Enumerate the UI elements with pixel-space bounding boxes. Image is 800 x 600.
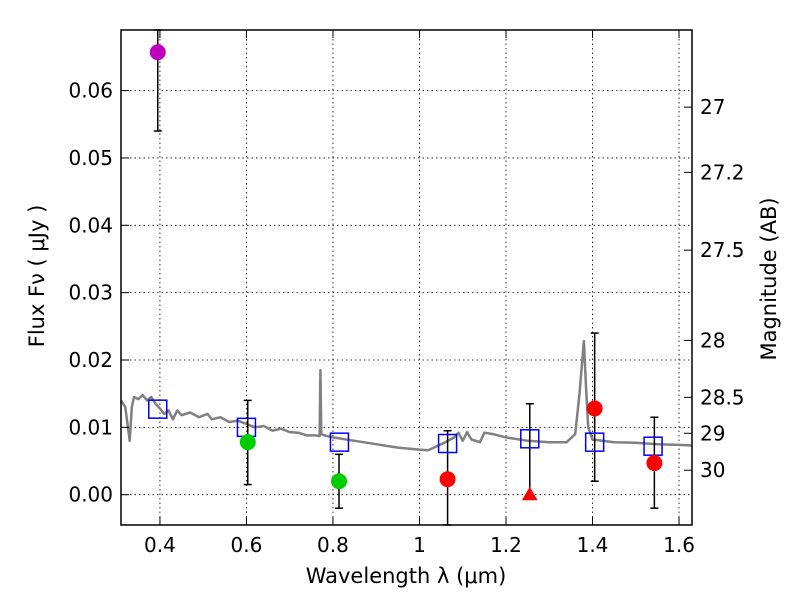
observed-flux-point [149, 44, 166, 61]
model-spectrum-line [119, 339, 693, 452]
x-axis-ticks: 0.4 0.6 0.8 1 1.2 1.4 1.6 [144, 30, 695, 557]
y-tick-label: 0.03 [68, 281, 113, 305]
model-spectrum-layer [119, 339, 693, 452]
y2-tick-label: 27.5 [700, 238, 745, 262]
plot-frame [120, 29, 693, 526]
x-axis-label: Wavelength λ (μm) [306, 564, 507, 588]
y2-tick-label: 30 [700, 458, 725, 482]
model-photometry-square [520, 429, 540, 449]
x-tick-label: 0.4 [144, 533, 176, 557]
model-photometry-square [437, 433, 458, 454]
x-tick-label: 1.6 [663, 533, 695, 557]
y2-tick-label: 29 [700, 421, 725, 445]
y2-tick-label: 28 [700, 328, 725, 352]
x-tick-label: 0.6 [231, 533, 263, 557]
observed-flux-point [586, 400, 603, 417]
x-tick-label: 1.2 [490, 533, 522, 557]
observed-flux-point [646, 455, 663, 472]
error-bars [153, 29, 659, 526]
model-photometry-square [148, 399, 168, 419]
y2-axis-label: Magnitude (AB) [757, 197, 781, 360]
y-axis-label: Flux Fν ( μJy ) [25, 205, 49, 348]
observed-flux-point [439, 471, 456, 488]
observed-flux-point [331, 473, 348, 490]
y-tick-label: 0.05 [68, 146, 113, 170]
observed-upper-limit-marker [521, 486, 538, 501]
x-tick-label: 1.4 [577, 533, 609, 557]
y-tick-label: 0.06 [68, 79, 113, 103]
x-tick-label: 0.8 [317, 533, 349, 557]
observed-flux-point [239, 434, 256, 451]
grid [121, 30, 692, 525]
y-tick-label: 0.01 [68, 415, 113, 439]
y-axis-ticks: 0.00 0.01 0.02 0.03 0.04 0.05 0.06 [68, 79, 129, 507]
y-tick-label: 0.02 [68, 348, 113, 372]
model-photometry-square [329, 432, 350, 452]
y2-tick-label: 27.2 [700, 160, 745, 184]
y-tick-label: 0.04 [68, 213, 113, 237]
observations-layer [149, 44, 663, 501]
y2-axis-ticks: 27 27.2 27.5 28 28.5 29 30 [684, 95, 745, 482]
y2-tick-label: 27 [700, 95, 725, 119]
model-photometry-square [584, 432, 605, 452]
x-tick-label: 1 [413, 533, 426, 557]
y-tick-label: 0.00 [68, 483, 113, 507]
model-photometry-square [643, 436, 663, 456]
y2-tick-label: 28.5 [700, 385, 745, 409]
